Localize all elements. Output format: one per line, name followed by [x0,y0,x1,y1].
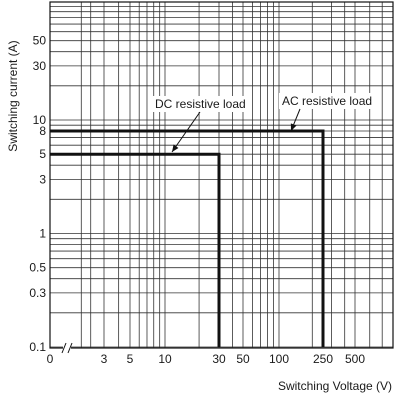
x-tick-label: 250 [313,352,333,366]
annotation-arrowhead [290,123,297,131]
annotation-leader [171,111,201,153]
series-line [50,152,221,347]
x-tick-label: 10 [158,352,172,366]
y-tick-label: 30 [33,59,47,73]
x-tick-label: 50 [236,352,250,366]
y-tick-label: 8 [39,124,46,138]
x-tick-label: 30 [212,352,226,366]
y-tick-label: 5 [39,147,46,161]
x-axis-title: Switching Voltage (V) [278,379,392,393]
x-tick-label: 3 [101,352,108,366]
plot-border [49,1,394,349]
plot-frame [49,1,394,354]
y-tick-label: 10 [33,113,47,127]
series [50,129,325,347]
axis-break-mark [67,342,73,354]
y-axis-title: Switching current (A) [6,40,20,151]
grid [50,2,393,348]
y-tick-label: 0.3 [29,286,46,300]
axis-break-mark [61,342,67,354]
axis-break-gap [63,343,71,353]
x-tick-label: 500 [345,352,365,366]
annotation-bg [279,93,376,109]
annotations: DC resistive load AC resistive load [152,93,376,153]
series-line [50,129,325,347]
annotation-label: AC resistive load [282,94,372,108]
y-tick-label: 50 [33,34,47,48]
y-tick-label: 0.1 [29,340,46,354]
x-tick-label: 100 [269,352,289,366]
y-tick-label: 3 [39,172,46,186]
y-tick-label: 0.5 [29,261,46,275]
x-tick-label: 5 [127,352,134,366]
annotation-bg [152,96,249,112]
annotation-arrowhead [172,144,179,152]
y-tick-label: 1 [39,227,46,241]
x-tick-label: 0 [47,352,54,366]
annotation-label: DC resistive load [155,97,246,111]
